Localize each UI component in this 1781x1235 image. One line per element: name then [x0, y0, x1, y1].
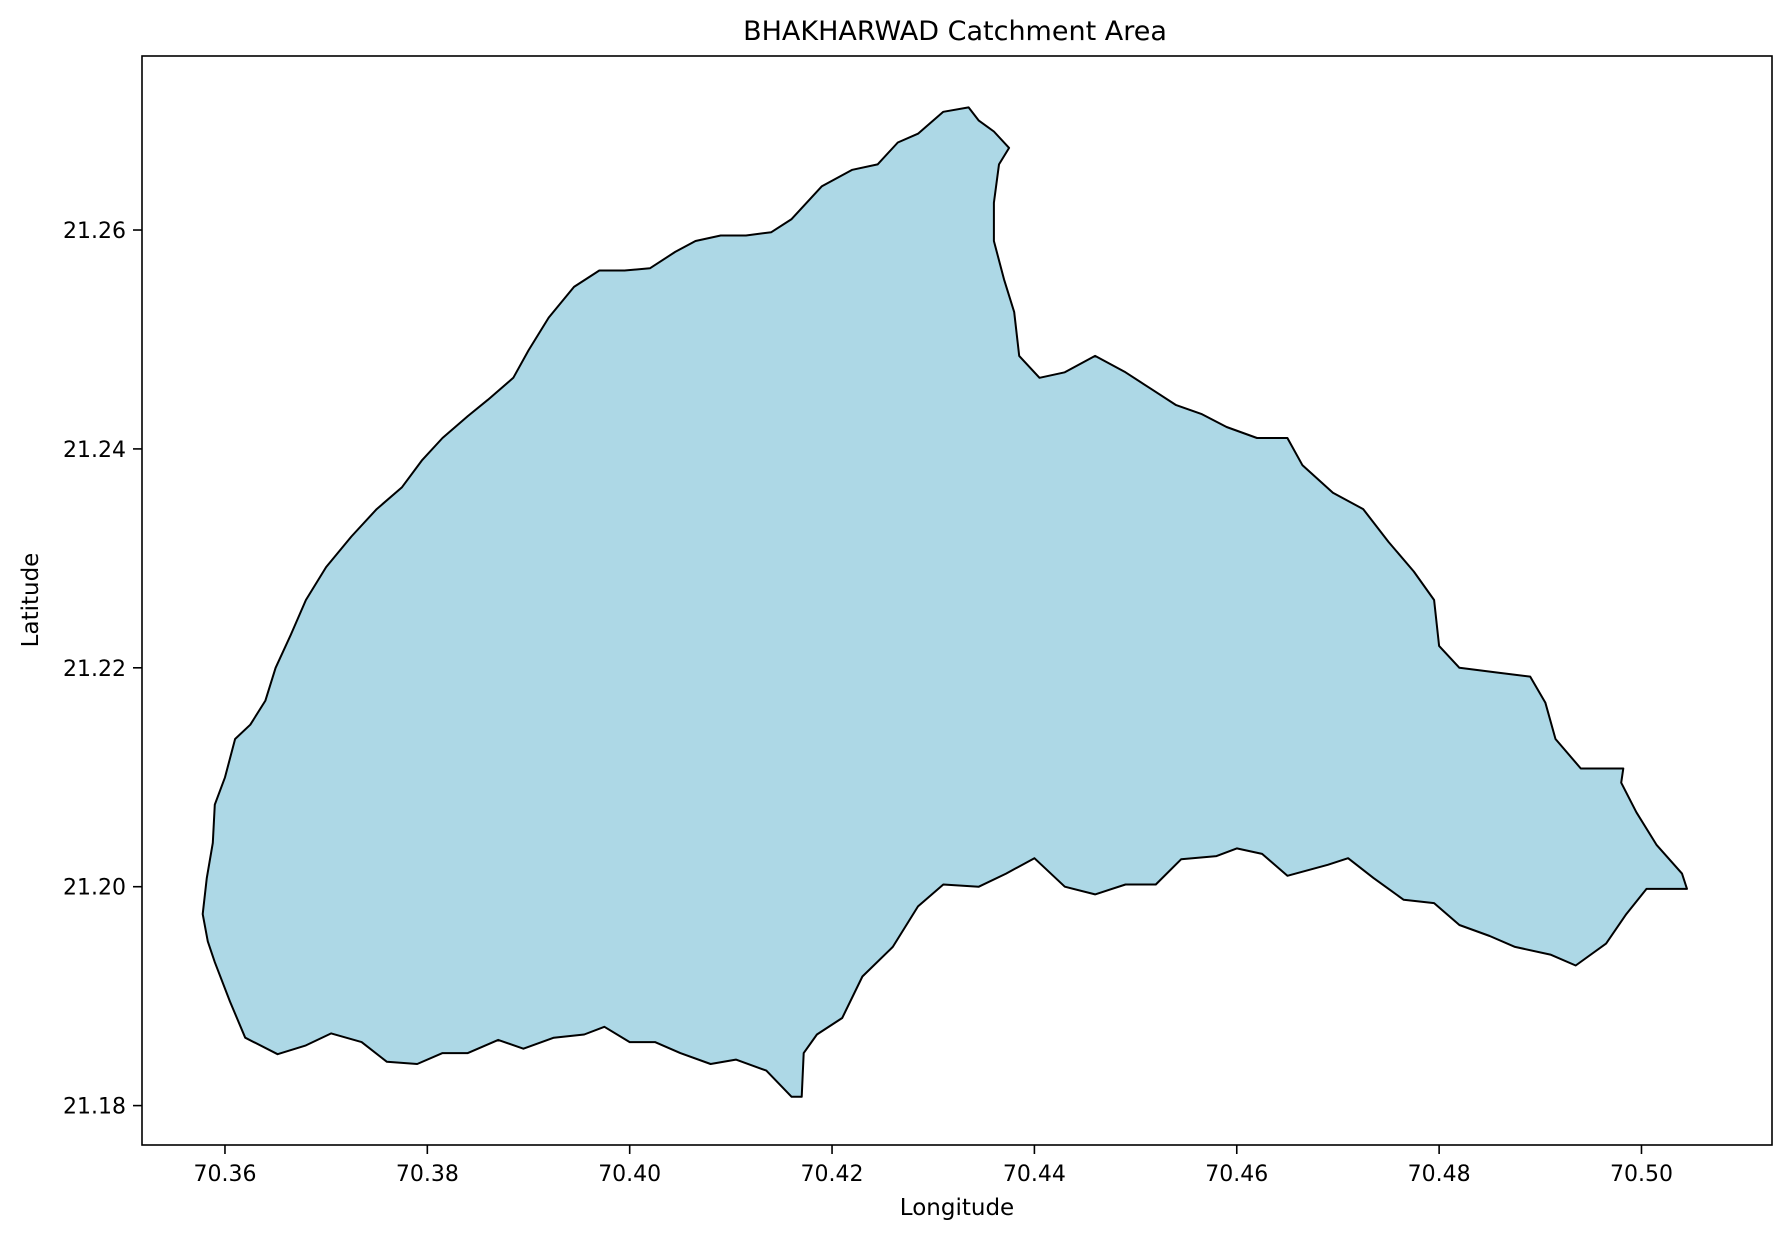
catchment-polygon — [201, 106, 1688, 1098]
y-axis-label: Latitude — [18, 553, 44, 648]
x-axis-label: Longitude — [900, 1195, 1014, 1221]
y-tick-label: 21.24 — [63, 438, 126, 463]
y-axis-ticks: 21.18 21.20 21.22 21.24 21.26 — [63, 219, 142, 1120]
axes-frame — [141, 55, 1773, 1146]
chart-title: BHAKHARWAD Catchment Area — [743, 16, 1167, 47]
x-axis-ticks: 70.36 70.38 70.40 70.42 70.44 70.46 70.48 70.50 — [193, 1145, 1673, 1187]
x-tick-label: 70.46 — [1205, 1162, 1268, 1187]
y-tick-label: 21.20 — [63, 876, 126, 901]
x-tick-label: 70.40 — [598, 1162, 661, 1187]
x-tick-label: 70.36 — [193, 1162, 256, 1187]
x-tick-label: 70.44 — [1003, 1162, 1066, 1187]
y-tick-label: 21.22 — [63, 657, 126, 682]
x-tick-label: 70.38 — [396, 1162, 459, 1187]
x-tick-label: 70.42 — [801, 1162, 864, 1187]
y-tick-label: 21.26 — [63, 219, 126, 244]
y-tick-label: 21.18 — [63, 1095, 126, 1120]
plot-area — [141, 55, 1773, 1146]
x-tick-label: 70.48 — [1408, 1162, 1471, 1187]
x-tick-label: 70.50 — [1610, 1162, 1673, 1187]
